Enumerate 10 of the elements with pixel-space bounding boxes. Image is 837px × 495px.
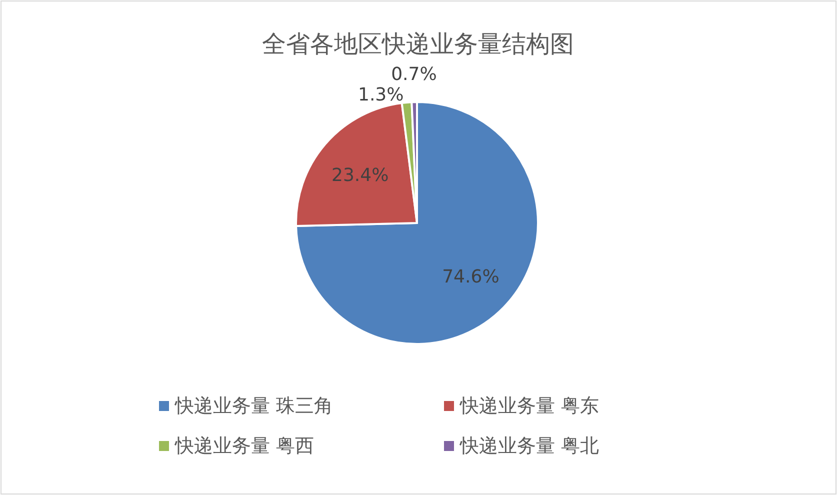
pie-slice bbox=[295, 101, 539, 345]
legend-label: 快递业务量 粤东 bbox=[459, 395, 600, 417]
data-label: 74.6% bbox=[442, 266, 500, 288]
legend-label: 快递业务量 粤北 bbox=[459, 435, 600, 457]
chart-title: 全省各地区快递业务量结构图 bbox=[262, 30, 574, 58]
data-label: 0.7% bbox=[391, 64, 437, 86]
legend-label: 快递业务量 粤西 bbox=[174, 435, 314, 457]
legend-label: 快递业务量 珠三角 bbox=[174, 395, 334, 417]
data-label: 23.4% bbox=[332, 165, 389, 186]
data-label: 1.3% bbox=[358, 84, 404, 106]
